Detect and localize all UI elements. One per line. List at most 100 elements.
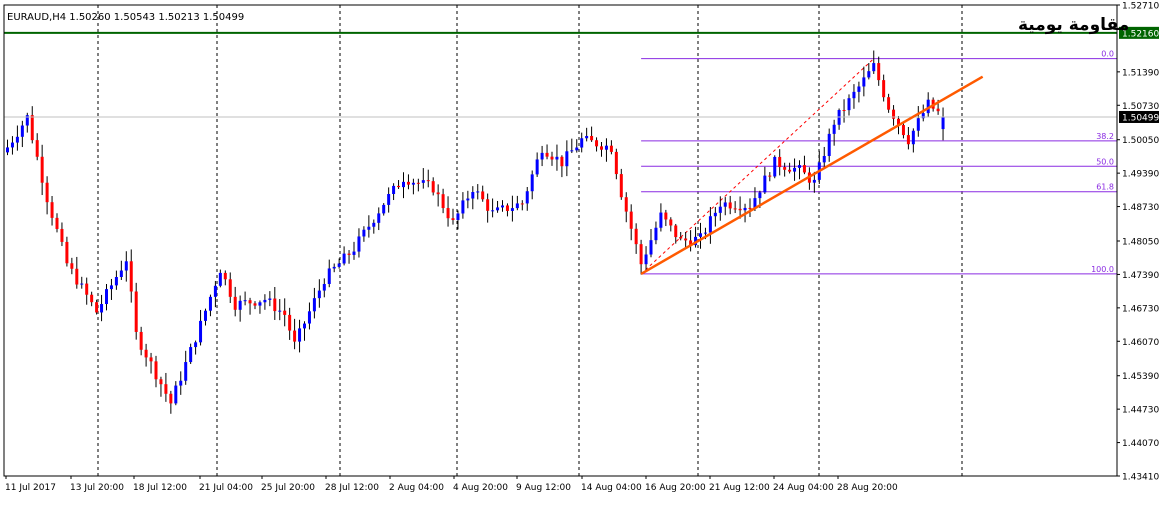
candle-bullish: [303, 323, 306, 329]
y-tick-label: 1.47390: [1122, 271, 1159, 281]
candle-bearish: [634, 228, 638, 245]
x-tick-label: 28 Jul 12:00: [325, 483, 379, 493]
candle-bearish: [505, 205, 509, 211]
candle-bullish: [911, 130, 915, 145]
candle-bullish: [213, 285, 217, 297]
candle-bullish: [832, 124, 836, 134]
candle-bearish: [733, 208, 737, 210]
candle-bearish: [436, 192, 440, 195]
candle-bullish: [694, 236, 698, 246]
candle-bearish: [590, 135, 594, 141]
candle-bullish: [535, 159, 539, 175]
y-tick-label: 1.51390: [1122, 68, 1159, 78]
fib-level-label: 61.8: [1096, 183, 1114, 192]
y-tick-label: 1.49390: [1122, 170, 1159, 180]
candle-bullish: [263, 299, 267, 303]
candle-bullish: [515, 203, 519, 209]
candle-bullish: [718, 206, 722, 213]
candle-bullish: [510, 208, 514, 211]
y-tick-label: 1.50730: [1122, 102, 1159, 112]
candle-bullish: [713, 212, 717, 217]
candle-bearish: [85, 283, 89, 295]
candle-bearish: [624, 197, 628, 212]
candle-bullish: [654, 227, 658, 241]
candle-bullish: [496, 207, 500, 211]
candle-bearish: [65, 241, 69, 264]
x-tick-label: 21 Aug 12:00: [709, 483, 770, 493]
current-price-tag: [1119, 110, 1159, 123]
candle-bullish: [461, 200, 465, 214]
candle-bearish: [248, 300, 252, 304]
candle-bullish: [857, 86, 861, 92]
candle-bullish: [501, 205, 504, 208]
candle-bullish: [327, 268, 331, 284]
fib-level-label: 50.0: [1096, 157, 1114, 166]
candle-bullish: [723, 202, 727, 207]
fib-level-label: 100.0: [1091, 265, 1114, 274]
candle-bearish: [223, 272, 227, 280]
candle-bullish: [872, 63, 876, 72]
candle-bearish: [441, 194, 445, 209]
candle-bullish: [827, 133, 831, 156]
candle-bearish: [40, 156, 44, 183]
candle-bullish: [100, 304, 104, 313]
candle-bullish: [362, 229, 366, 237]
candle-bullish: [258, 302, 262, 306]
candle-bullish: [109, 285, 113, 290]
y-tick-label: 1.46730: [1122, 304, 1159, 314]
candle-bullish: [530, 174, 534, 192]
candle-bearish: [664, 212, 668, 220]
candle-bullish: [926, 99, 930, 114]
candle-bullish: [703, 232, 707, 234]
candle-bearish: [129, 261, 133, 292]
candle-bearish: [892, 109, 896, 119]
candle-bearish: [233, 296, 237, 310]
candle-bullish: [565, 151, 569, 167]
candle-bullish: [471, 192, 475, 199]
candle-bullish: [80, 283, 84, 285]
candle-bearish: [154, 361, 158, 380]
candle-bearish: [60, 228, 64, 242]
candle-bullish: [367, 226, 371, 230]
candle-bearish: [426, 180, 430, 182]
candle-bullish: [298, 328, 302, 342]
annotation-daily-resistance: مقاومة يومية: [1018, 15, 1129, 35]
candle-bullish: [25, 115, 29, 126]
candle-bearish: [595, 140, 599, 147]
candle-bullish: [307, 311, 311, 324]
plot-frame: [3, 4, 1118, 477]
candle-bearish: [95, 302, 99, 313]
candle-bullish: [268, 298, 272, 300]
x-tick-label: 16 Aug 20:00: [645, 483, 706, 493]
candle-bearish: [748, 207, 752, 209]
candle-bullish: [867, 71, 871, 78]
candle-bullish: [317, 290, 321, 299]
candle-bearish: [545, 152, 549, 157]
candle-bullish: [941, 116, 945, 130]
candle-bearish: [768, 175, 772, 177]
candle-bearish: [45, 182, 49, 203]
candle-bullish: [708, 216, 712, 233]
candles: [6, 50, 945, 414]
candle-bearish: [481, 191, 485, 200]
candle-bullish: [392, 185, 396, 195]
candle-bullish: [585, 135, 589, 139]
candle-bearish: [887, 97, 891, 110]
y-tick-label: 1.43410: [1122, 473, 1159, 483]
candle-bullish: [743, 207, 747, 211]
candle-bullish: [278, 310, 282, 312]
candle-bullish: [6, 147, 9, 153]
candle-bullish: [604, 145, 608, 150]
candle-bearish: [288, 314, 292, 331]
y-tick-label: 1.50050: [1122, 136, 1159, 146]
candle-bearish: [134, 291, 138, 332]
y-tick-label: 1.44070: [1122, 439, 1159, 449]
candle-bullish: [199, 320, 203, 343]
candle-bearish: [906, 135, 910, 145]
candle-bullish: [570, 150, 574, 152]
candle-bullish: [208, 296, 212, 311]
candle-bullish: [204, 310, 207, 321]
candle-bullish: [916, 118, 920, 131]
candle-bullish: [753, 198, 757, 209]
